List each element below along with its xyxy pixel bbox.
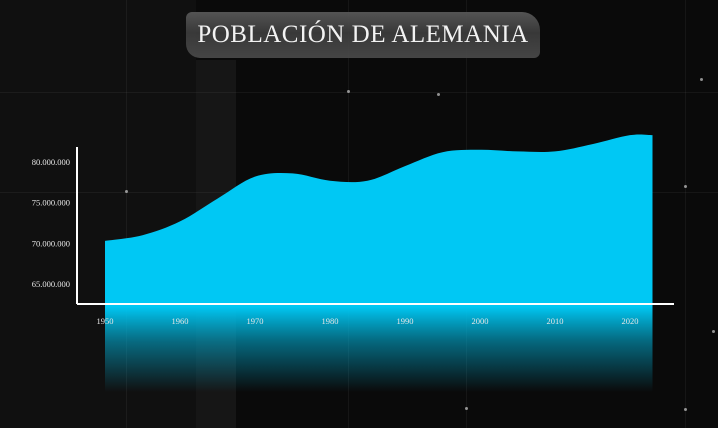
x-tick-label: 1970 [247,316,264,326]
background-dot [465,407,468,410]
y-tick-label: 80.000.000 [32,157,70,167]
background-dot [437,93,440,96]
background-horizontal-line [0,92,718,93]
y-tick-label: 75.000.000 [32,198,70,208]
background-dot [684,185,687,188]
x-tick-label: 1990 [397,316,414,326]
area-layer [105,134,653,392]
y-tick-label: 65.000.000 [32,279,70,289]
x-tick-labels: 1950 1960 1970 1980 1990 2000 2010 2020 [97,316,639,326]
x-tick-label: 1980 [322,316,339,326]
background-dot [684,408,687,411]
y-tick-labels: 65.000.000 70.000.000 75.000.000 80.000.000 [32,157,70,289]
title-banner [186,12,540,58]
population-area [105,134,653,392]
x-tick-label: 1960 [172,316,189,326]
chart-title: POBLACIÓN DE ALEMANIA [197,21,529,48]
y-tick-label: 70.000.000 [32,238,70,248]
x-tick-label: 2010 [547,316,564,326]
background-dot [700,78,703,81]
background-vertical-line [685,0,686,428]
background-dot [347,90,350,93]
background-vertical-line [126,0,127,428]
x-tick-label: 2000 [472,316,489,326]
axis-layer [76,147,674,305]
background-dot [125,190,128,193]
x-tick-label: 2020 [622,316,639,326]
x-tick-label: 1950 [97,316,114,326]
background-dot [712,330,715,333]
